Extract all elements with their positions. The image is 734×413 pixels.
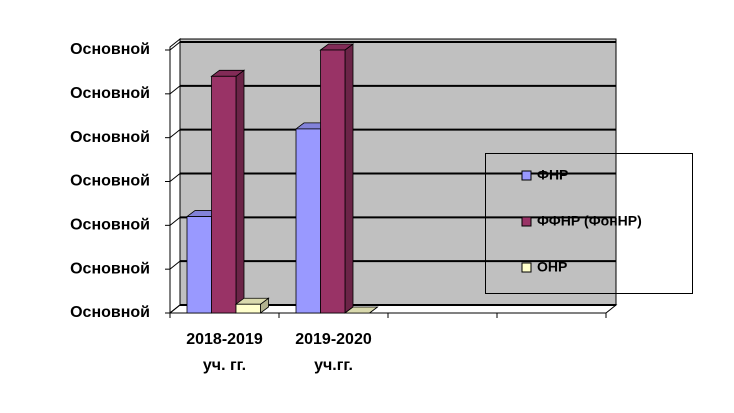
x-tick-label: 2019-2020 уч.гг. (295, 331, 372, 374)
y-tick-label: Основной (70, 41, 150, 58)
legend-label: ФНР (537, 167, 568, 183)
y-tick-label: Основной (70, 260, 150, 277)
legend-swatch (521, 170, 532, 181)
grid-line (169, 41, 181, 51)
x-tick-label: 2018-2019 уч. гг. (186, 331, 263, 374)
bar (320, 49, 346, 314)
grid-line (169, 85, 181, 95)
legend-swatch (521, 262, 532, 273)
legend-box (485, 153, 693, 294)
bar (295, 128, 321, 314)
legend-label: ФФНР (ФонНР) (537, 213, 642, 229)
grid-line (169, 129, 181, 139)
legend-label: ОНР (537, 259, 567, 275)
grid-line (169, 260, 181, 270)
y-tick-label: Основной (70, 173, 150, 190)
y-tick-label: Основной (70, 304, 150, 321)
bar (235, 303, 261, 314)
side-wall (169, 37, 181, 315)
grid-line (169, 304, 181, 314)
bar (211, 75, 237, 314)
bar (186, 216, 212, 314)
legend-swatch (521, 216, 532, 227)
bar-side (344, 43, 354, 314)
grid-line (169, 216, 181, 226)
y-tick-label: Основной (70, 85, 150, 102)
y-tick-label: Основной (70, 217, 150, 234)
bar-side (235, 69, 245, 314)
grid-line (169, 173, 181, 182)
bar-top (343, 306, 379, 314)
y-tick-label: Основной (70, 129, 150, 146)
